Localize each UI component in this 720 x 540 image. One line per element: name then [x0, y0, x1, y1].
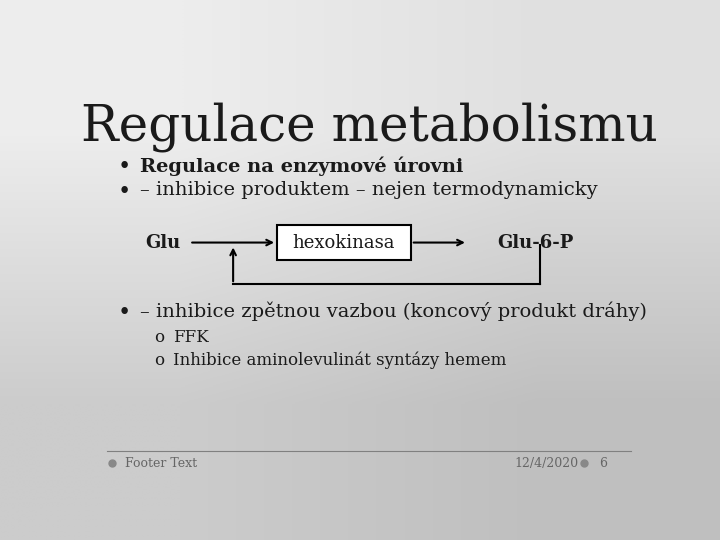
Text: hexokinasa: hexokinasa: [292, 234, 395, 252]
Text: Footer Text: Footer Text: [125, 457, 197, 470]
Text: – inhibice produktem – nejen termodynamicky: – inhibice produktem – nejen termodynami…: [140, 181, 598, 199]
Text: Inhibice aminolevulinát syntázy hemem: Inhibice aminolevulinát syntázy hemem: [173, 352, 506, 369]
Text: o: o: [154, 352, 164, 369]
Text: FFK: FFK: [173, 329, 208, 346]
FancyBboxPatch shape: [277, 225, 411, 260]
Text: – inhibice zpětnou vazbou (koncový produkt dráhy): – inhibice zpětnou vazbou (koncový produ…: [140, 302, 647, 321]
Text: •: •: [118, 181, 131, 203]
Text: •: •: [118, 302, 131, 324]
Text: •: •: [118, 156, 131, 178]
Text: Regulace metabolismu: Regulace metabolismu: [81, 102, 657, 152]
Text: o: o: [154, 329, 164, 346]
Text: Glu-6-P: Glu-6-P: [498, 234, 574, 252]
Text: 6: 6: [599, 457, 608, 470]
Text: Regulace na enzymové úrovni: Regulace na enzymové úrovni: [140, 156, 464, 176]
Text: 12/4/2020: 12/4/2020: [514, 457, 578, 470]
Text: Glu: Glu: [145, 234, 180, 252]
